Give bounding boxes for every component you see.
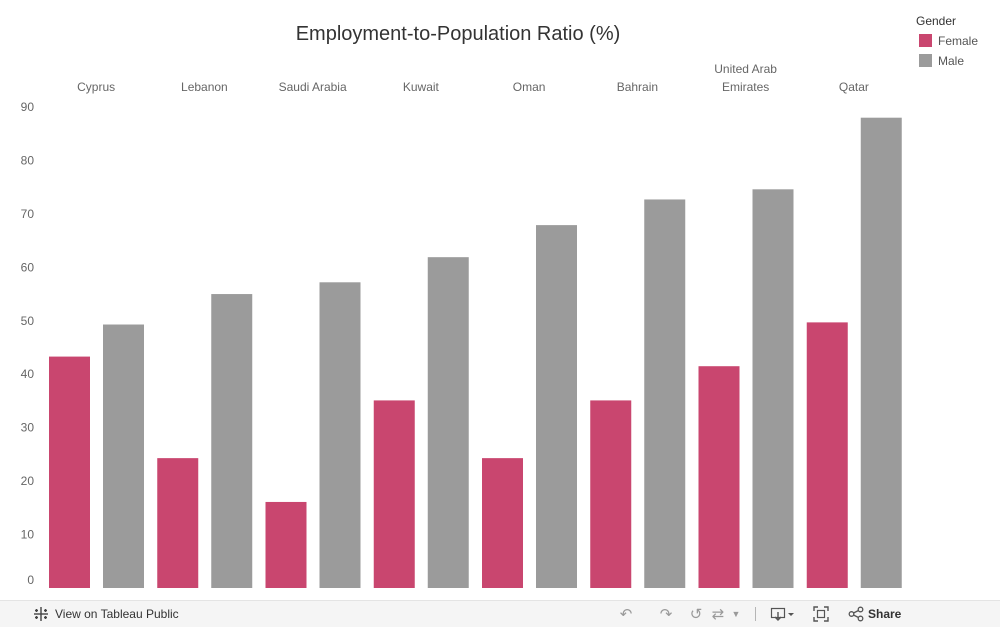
bar-male-united-arab-emirates[interactable] [752, 189, 794, 588]
download-icon[interactable] [768, 604, 798, 624]
bar-male-bahrain[interactable] [644, 199, 686, 588]
legend-swatch-male[interactable] [919, 54, 932, 67]
share-icon [848, 606, 864, 622]
bar-male-kuwait[interactable] [427, 257, 469, 588]
bar-female-cyprus[interactable] [49, 356, 90, 588]
tableau-logo-icon [34, 607, 48, 621]
view-on-tableau-label: View on Tableau Public [55, 607, 179, 621]
legend-swatch-female[interactable] [919, 34, 932, 47]
bar-chart: Employment-to-Population Ratio (%) Gende… [21, 14, 978, 588]
bar-female-united-arab-emirates[interactable] [698, 366, 740, 588]
bar-male-cyprus[interactable] [103, 324, 144, 588]
bar-male-oman[interactable] [536, 225, 577, 588]
bar-female-lebanon[interactable] [157, 458, 199, 588]
redo-icon[interactable]: ↷ [659, 606, 673, 623]
view-on-tableau-link[interactable]: View on Tableau Public [33, 606, 179, 622]
category-label-kuwait: Kuwait [403, 80, 440, 94]
legend-title: Gender [916, 14, 956, 28]
y-tick-label: 90 [21, 100, 35, 114]
y-tick-label: 30 [21, 421, 35, 435]
bar-female-qatar[interactable] [806, 322, 848, 588]
share-label: Share [868, 607, 902, 621]
undo-icon[interactable]: ↶ [619, 606, 633, 623]
y-tick-label: 40 [21, 367, 35, 381]
fullscreen-icon[interactable] [810, 604, 832, 624]
bar-female-saudi-arabia[interactable] [265, 501, 307, 588]
y-tick-label: 0 [27, 573, 34, 587]
bar-female-oman[interactable] [482, 458, 523, 588]
category-label-united-arab-emirates: United Arab Emirates [714, 62, 777, 94]
toolbar-separator [755, 607, 756, 621]
category-labels: Cyprus Lebanon Saudi Arabia Kuwait Oman Bahra… [77, 62, 869, 94]
toolbar-actions: ↶ ↷ ↺ ⇄ ▼ [615, 604, 902, 624]
y-tick-label: 80 [21, 153, 35, 167]
legend: Female Male [919, 34, 978, 68]
category-label-lebanon: Lebanon [181, 80, 228, 94]
category-label-oman: Oman [513, 80, 546, 94]
bar-male-lebanon[interactable] [211, 294, 253, 588]
toolbar: View on Tableau Public ↶ ↷ ↺ ⇄ ▼ [0, 600, 1000, 627]
y-tick-label: 20 [21, 474, 35, 488]
bar-male-qatar[interactable] [860, 117, 902, 588]
category-label-qatar: Qatar [839, 80, 869, 94]
refresh-icon[interactable]: ⇄ [711, 606, 725, 623]
y-tick-label: 10 [21, 528, 35, 542]
y-tick-label: 70 [21, 207, 35, 221]
category-label-saudi-arabia: Saudi Arabia [279, 80, 347, 94]
bar-female-bahrain[interactable] [590, 400, 632, 588]
category-label-cyprus: Cyprus [77, 80, 115, 94]
share-button[interactable]: Share [848, 606, 901, 622]
y-tick-label: 50 [21, 314, 35, 328]
legend-label-female[interactable]: Female [938, 34, 978, 48]
revert-icon[interactable]: ↺ [689, 606, 703, 623]
bar-male-saudi-arabia[interactable] [319, 282, 361, 588]
legend-label-male[interactable]: Male [938, 54, 964, 68]
y-axis: 0 10 20 30 40 50 60 70 80 90 [21, 100, 35, 587]
chart-area: Employment-to-Population Ratio (%) Gende… [21, 14, 978, 588]
category-label-bahrain: Bahrain [617, 80, 658, 94]
y-tick-label: 60 [21, 260, 35, 274]
bar-female-kuwait[interactable] [373, 400, 415, 588]
chevron-down-icon[interactable]: ▼ [731, 609, 741, 619]
bars [49, 117, 902, 588]
chart-title: Employment-to-Population Ratio (%) [296, 23, 621, 45]
